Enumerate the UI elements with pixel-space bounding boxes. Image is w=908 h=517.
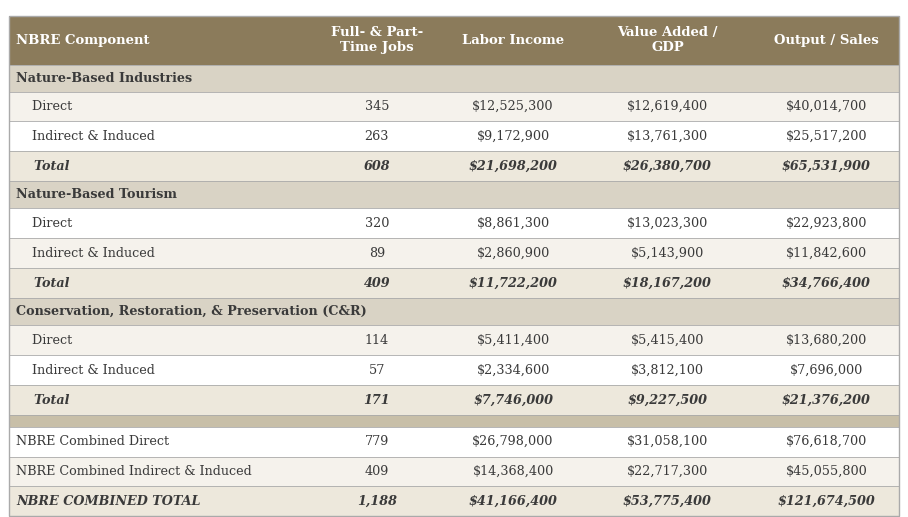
Text: $12,619,400: $12,619,400 <box>627 100 708 113</box>
Bar <box>9 486 899 516</box>
Text: 779: 779 <box>365 435 389 448</box>
Text: 409: 409 <box>363 277 390 290</box>
Text: $3,812,100: $3,812,100 <box>631 363 704 377</box>
Text: $13,680,200: $13,680,200 <box>785 333 867 347</box>
Text: Indirect & Induced: Indirect & Induced <box>16 247 155 260</box>
Text: 320: 320 <box>365 217 389 230</box>
Text: 89: 89 <box>369 247 385 260</box>
Text: $11,842,600: $11,842,600 <box>785 247 867 260</box>
Text: $45,055,800: $45,055,800 <box>785 465 867 478</box>
Bar <box>9 298 899 325</box>
Text: $21,698,200: $21,698,200 <box>469 160 558 173</box>
Text: $9,227,500: $9,227,500 <box>627 393 707 407</box>
Text: $26,798,000: $26,798,000 <box>472 435 554 448</box>
Text: $22,717,300: $22,717,300 <box>627 465 708 478</box>
Text: $25,517,200: $25,517,200 <box>785 130 867 143</box>
Text: Indirect & Induced: Indirect & Induced <box>16 130 155 143</box>
Bar <box>9 415 899 427</box>
Text: $14,368,400: $14,368,400 <box>472 465 554 478</box>
Text: $11,722,200: $11,722,200 <box>469 277 558 290</box>
Text: $121,674,500: $121,674,500 <box>777 495 875 508</box>
Bar <box>9 208 899 238</box>
Text: $12,525,300: $12,525,300 <box>472 100 554 113</box>
Text: Output / Sales: Output / Sales <box>774 34 879 47</box>
Bar <box>9 92 899 121</box>
Text: 345: 345 <box>365 100 389 113</box>
Text: Nature-Based Tourism: Nature-Based Tourism <box>16 188 177 202</box>
Bar <box>9 65 899 92</box>
Text: $9,172,900: $9,172,900 <box>477 130 549 143</box>
Text: Labor Income: Labor Income <box>462 34 564 47</box>
Text: $7,746,000: $7,746,000 <box>473 393 553 407</box>
Text: NBRE Component: NBRE Component <box>16 34 150 47</box>
Text: Nature-Based Industries: Nature-Based Industries <box>16 71 192 85</box>
Text: NBRE COMBINED TOTAL: NBRE COMBINED TOTAL <box>16 495 201 508</box>
Text: 1,188: 1,188 <box>357 495 397 508</box>
Text: 171: 171 <box>363 393 390 407</box>
Text: $2,334,600: $2,334,600 <box>477 363 549 377</box>
Text: $22,923,800: $22,923,800 <box>785 217 867 230</box>
Text: $41,166,400: $41,166,400 <box>469 495 558 508</box>
Text: 608: 608 <box>363 160 390 173</box>
Text: Total: Total <box>16 393 70 407</box>
Bar <box>9 457 899 486</box>
Text: $21,376,200: $21,376,200 <box>782 393 871 407</box>
Text: 57: 57 <box>369 363 385 377</box>
Text: Direct: Direct <box>16 100 73 113</box>
Text: Conservation, Restoration, & Preservation (C&R): Conservation, Restoration, & Preservatio… <box>16 305 367 318</box>
Text: Total: Total <box>16 160 70 173</box>
Bar <box>9 385 899 415</box>
Text: $65,531,900: $65,531,900 <box>782 160 871 173</box>
Text: Indirect & Induced: Indirect & Induced <box>16 363 155 377</box>
Text: $5,143,900: $5,143,900 <box>631 247 704 260</box>
Text: $18,167,200: $18,167,200 <box>623 277 712 290</box>
Text: $8,861,300: $8,861,300 <box>477 217 549 230</box>
Bar <box>9 325 899 355</box>
Text: NBRE Combined Indirect & Induced: NBRE Combined Indirect & Induced <box>16 465 252 478</box>
Bar <box>9 238 899 268</box>
Bar <box>9 268 899 298</box>
Text: $5,411,400: $5,411,400 <box>477 333 549 347</box>
Text: $2,860,900: $2,860,900 <box>477 247 549 260</box>
Text: NBRE Combined Direct: NBRE Combined Direct <box>16 435 170 448</box>
Bar <box>9 16 899 65</box>
Text: $34,766,400: $34,766,400 <box>782 277 871 290</box>
Text: Direct: Direct <box>16 217 73 230</box>
Text: $13,761,300: $13,761,300 <box>627 130 708 143</box>
Text: Direct: Direct <box>16 333 73 347</box>
Text: $40,014,700: $40,014,700 <box>785 100 867 113</box>
Text: Full- & Part-
Time Jobs: Full- & Part- Time Jobs <box>331 26 423 54</box>
Text: $5,415,400: $5,415,400 <box>631 333 704 347</box>
Text: $7,696,000: $7,696,000 <box>790 363 863 377</box>
Text: 114: 114 <box>365 333 389 347</box>
Bar <box>9 355 899 385</box>
Text: Total: Total <box>16 277 70 290</box>
Bar <box>9 181 899 208</box>
Text: 263: 263 <box>365 130 389 143</box>
Text: $53,775,400: $53,775,400 <box>623 495 712 508</box>
Text: $76,618,700: $76,618,700 <box>785 435 867 448</box>
Text: 409: 409 <box>365 465 389 478</box>
Text: $31,058,100: $31,058,100 <box>627 435 708 448</box>
Bar <box>9 427 899 457</box>
Text: $13,023,300: $13,023,300 <box>627 217 708 230</box>
Bar <box>9 151 899 181</box>
Bar <box>9 121 899 151</box>
Text: Value Added /
GDP: Value Added / GDP <box>617 26 717 54</box>
Text: $26,380,700: $26,380,700 <box>623 160 712 173</box>
